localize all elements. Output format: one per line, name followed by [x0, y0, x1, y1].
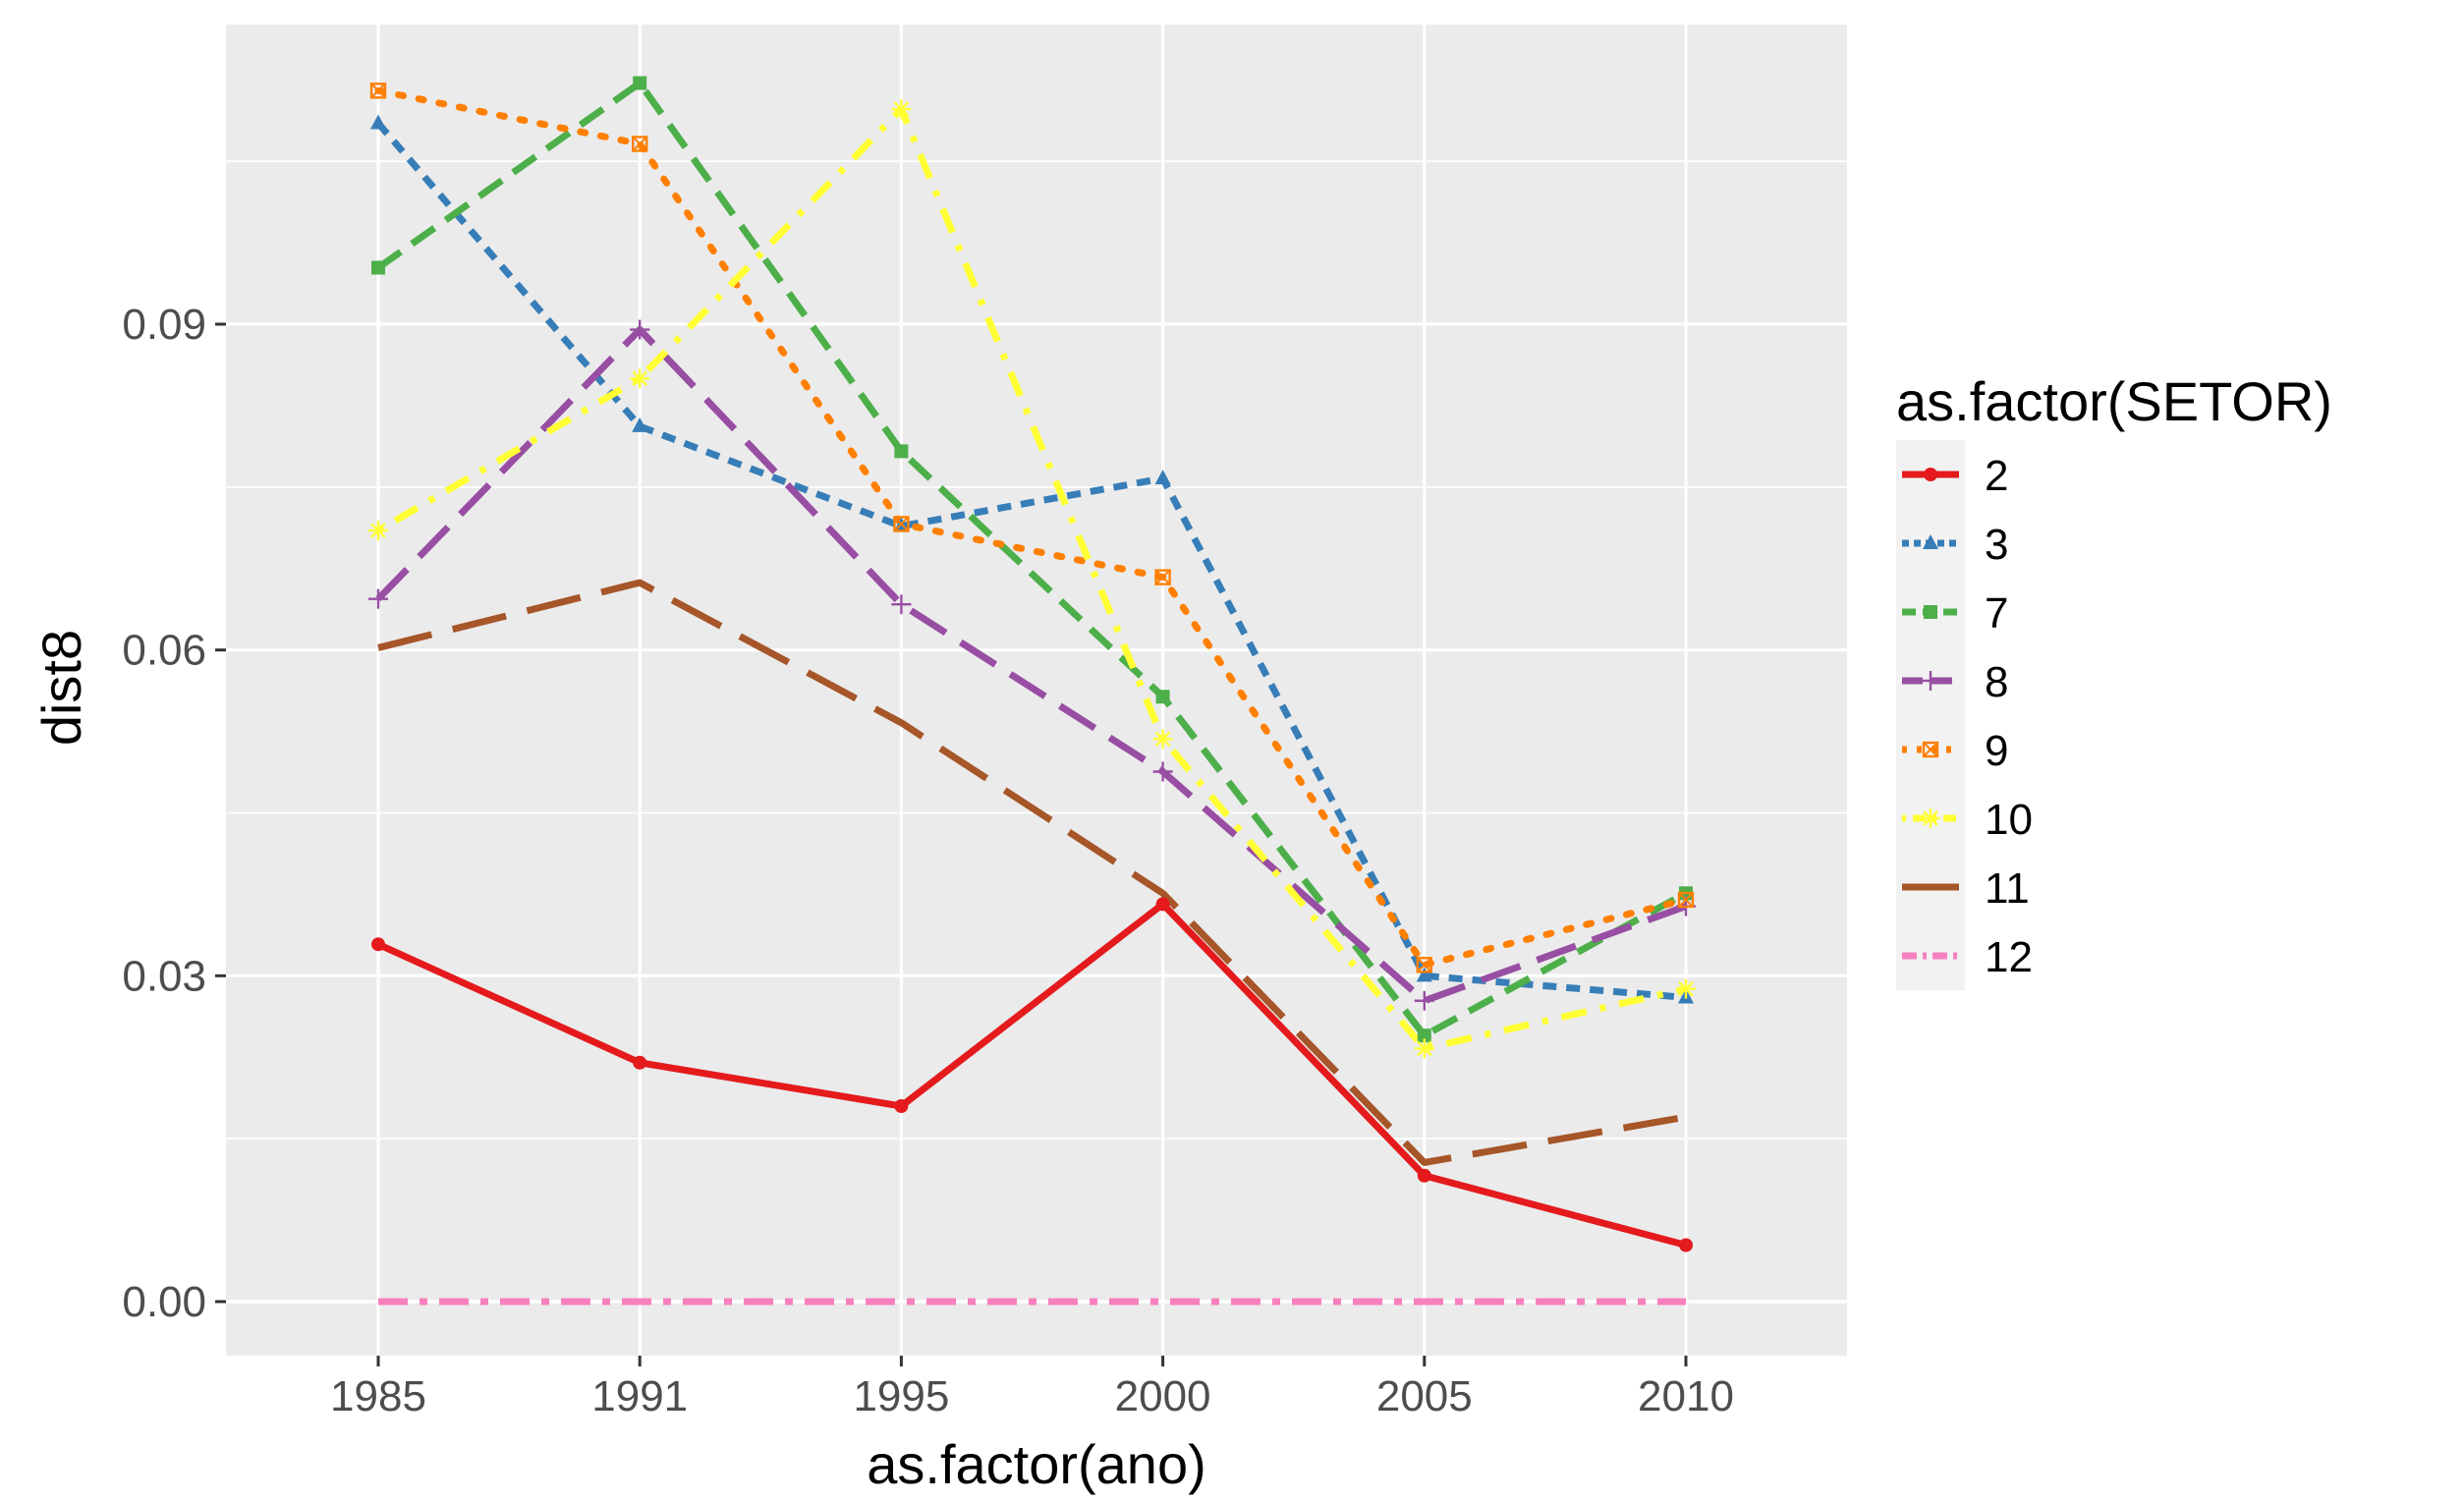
y-axis-title: dist8 [30, 630, 92, 746]
series-points [368, 76, 1696, 1252]
data-point-2 [633, 1055, 647, 1070]
y-tick-label: 0.00 [122, 1278, 206, 1326]
data-point-9 [1154, 569, 1171, 585]
legend-label: 7 [1985, 589, 2008, 638]
data-point-10 [1676, 978, 1696, 999]
data-point-9 [369, 83, 387, 99]
legend-marker [1924, 605, 1937, 619]
legend-marker [1922, 741, 1939, 758]
legend-items: 2 3 7 8 9 10 11 12 [1896, 440, 2033, 990]
x-axis: 1985 1991 1995 2000 2005 2010 [330, 1356, 1734, 1420]
series-line-11 [377, 579, 1687, 1166]
data-point-10 [630, 368, 650, 389]
legend-marker [1924, 468, 1937, 481]
data-point-10 [368, 521, 388, 541]
x-tick-label: 2000 [1115, 1372, 1211, 1420]
grid-major [226, 25, 1847, 1356]
data-point-8 [368, 588, 388, 609]
y-axis: 0.00 0.03 0.06 0.09 [122, 301, 226, 1326]
legend-item-3: 3 [1896, 509, 2008, 578]
legend-item-8: 8 [1896, 646, 2008, 715]
legend-item-10: 10 [1896, 784, 2033, 853]
legend-label: 12 [1985, 933, 2033, 981]
x-tick-label: 1985 [330, 1372, 426, 1420]
legend-item-11: 11 [1896, 853, 2030, 921]
data-point-10 [1414, 1038, 1434, 1059]
x-axis-title: as.factor(ano) [867, 1433, 1206, 1495]
legend-label: 11 [1985, 864, 2030, 913]
legend: as.factor(SETOR) 2 3 7 8 9 10 11 12 [1896, 370, 2332, 990]
data-point-9 [1677, 891, 1695, 909]
data-point-7 [1417, 1029, 1431, 1043]
series-line-8 [375, 326, 1688, 1005]
data-point-8 [630, 319, 650, 340]
data-point-2 [371, 937, 385, 952]
data-point-3 [632, 417, 648, 432]
y-tick-label: 0.03 [122, 952, 206, 1000]
data-point-7 [371, 260, 385, 275]
series-line-9 [374, 86, 1690, 969]
y-tick-label: 0.06 [122, 627, 206, 675]
data-point-8 [891, 594, 912, 615]
legend-label: 10 [1985, 796, 2033, 844]
data-point-7 [1155, 690, 1170, 704]
data-point-3 [370, 114, 386, 130]
x-tick-label: 1991 [591, 1372, 688, 1420]
legend-marker [1923, 534, 1938, 549]
data-point-2 [894, 1099, 909, 1113]
data-point-9 [1416, 957, 1433, 974]
data-point-3 [1154, 469, 1171, 484]
legend-item-7: 7 [1896, 578, 2008, 646]
y-tick-label: 0.09 [122, 301, 206, 349]
series-line-10 [376, 105, 1687, 1052]
data-point-9 [632, 136, 648, 152]
data-point-3 [1416, 967, 1432, 982]
series-line-7 [375, 80, 1688, 1039]
x-tick-label: 1995 [853, 1372, 949, 1420]
data-point-2 [1155, 897, 1170, 912]
legend-label: 3 [1985, 521, 2008, 569]
legend-item-2: 2 [1896, 440, 2008, 509]
data-point-7 [633, 76, 647, 90]
legend-title: as.factor(SETOR) [1896, 370, 2332, 432]
data-point-10 [1152, 729, 1173, 750]
data-point-8 [1152, 761, 1173, 782]
data-point-2 [1417, 1168, 1431, 1183]
data-point-8 [1414, 990, 1434, 1011]
legend-label: 2 [1985, 452, 2008, 500]
data-point-7 [894, 444, 909, 459]
x-tick-label: 2005 [1376, 1372, 1473, 1420]
legend-item-12: 12 [1896, 921, 2033, 990]
series-lines [374, 80, 1690, 1306]
legend-item-9: 9 [1896, 715, 2008, 784]
legend-label: 8 [1985, 658, 2008, 706]
legend-marker [1921, 808, 1940, 828]
data-point-2 [1679, 1238, 1693, 1252]
legend-marker [1921, 671, 1940, 691]
legend-label: 9 [1985, 727, 2008, 775]
data-point-9 [893, 516, 910, 532]
x-tick-label: 2010 [1638, 1372, 1734, 1420]
data-point-10 [891, 99, 912, 120]
series-line-2 [376, 900, 1687, 1249]
